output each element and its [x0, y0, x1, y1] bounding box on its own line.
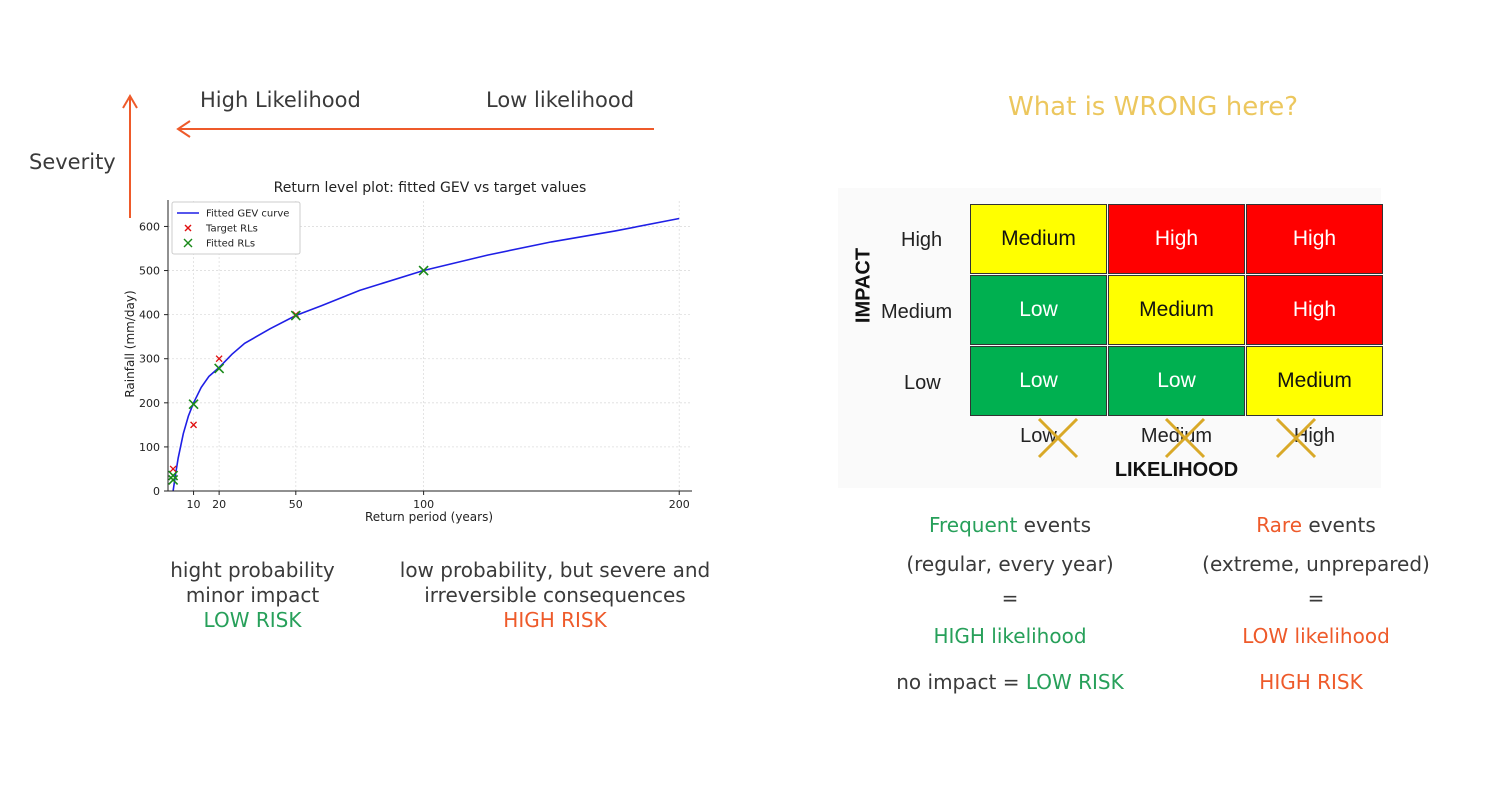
row-label-high: High: [901, 229, 943, 251]
high-risk-caption: low probability, but severe and irrevers…: [380, 558, 730, 633]
legend-label: Fitted GEV curve: [206, 209, 289, 220]
legend-entry: Target RLs: [184, 224, 258, 235]
legend-label: Target RLs: [205, 224, 258, 235]
risk-matrix: IMPACT High Medium Low Medium High High …: [838, 188, 1383, 488]
cross-out-icon: [1164, 417, 1206, 459]
target-rl-point: [169, 465, 177, 473]
row-label-medium: Medium: [881, 301, 953, 323]
low-likelihood-text: LOW likelihood: [1242, 624, 1390, 648]
caption-line: low probability, but severe and: [399, 558, 711, 582]
matrix-cell: Low: [970, 275, 1107, 345]
rare-eq: =: [1307, 586, 1325, 610]
caption-line: irreversible consequences: [424, 583, 686, 607]
cross-out-icon: [1037, 417, 1079, 459]
y-axis-label: Rainfall (mm/day): [123, 290, 137, 397]
rare-rest: events: [1302, 513, 1376, 537]
high-risk-text: HIGH RISK: [1259, 670, 1363, 694]
high-risk-label: HIGH RISK: [503, 608, 607, 632]
matrix-cell: Medium: [970, 204, 1107, 274]
target-rl-point: [215, 355, 223, 363]
x-tick-label: 20: [212, 498, 226, 511]
severity-arrow: [122, 94, 138, 218]
matrix-cell: Medium: [1246, 346, 1383, 416]
legend-label: Fitted RLs: [206, 239, 255, 250]
matrix-cell: High: [1246, 204, 1383, 274]
high-likelihood-text: HIGH likelihood: [933, 624, 1087, 648]
matrix-cell: Low: [1108, 346, 1245, 416]
y-tick-label: 0: [153, 485, 160, 498]
col-label-low: Low: [1020, 425, 1057, 447]
fitted-rl-point: [214, 363, 225, 374]
matrix-cell: Low: [970, 346, 1107, 416]
frequent-rest: events: [1017, 513, 1092, 537]
fitted-rl-point: [188, 399, 199, 410]
low-risk-caption: hight probability minor impact LOW RISK: [140, 558, 365, 633]
question-title: What is WRONG here?: [1008, 92, 1299, 122]
severity-label: Severity: [29, 150, 116, 174]
rare-word: Rare: [1256, 513, 1303, 537]
matrix-cell: Medium: [1108, 275, 1245, 345]
frequent-word: Frequent: [928, 513, 1018, 537]
caption-line: hight probability: [170, 558, 335, 582]
frequent-events-column: Frequent events (regular, every year) = …: [880, 512, 1140, 695]
target-rl-point: [190, 421, 198, 429]
return-level-chart: Return level plot: fitted GEV vs target …: [123, 180, 692, 524]
x-tick-label: 10: [187, 498, 201, 511]
y-tick-label: 500: [139, 265, 160, 278]
low-risk-text: LOW RISK: [1025, 670, 1124, 694]
y-tick-label: 400: [139, 309, 160, 322]
y-tick-label: 200: [139, 397, 160, 410]
chart-title: Return level plot: fitted GEV vs target …: [274, 180, 587, 196]
frequent-impact: no impact = LOW RISK: [880, 669, 1140, 695]
x-tick-label: 200: [669, 498, 690, 511]
likelihood-axis-label: LIKELIHOOD: [1114, 459, 1239, 481]
y-tick-label: 100: [139, 441, 160, 454]
x-tick-label: 100: [413, 498, 434, 511]
legend-entry: Fitted GEV curve: [177, 209, 289, 220]
caption-line: minor impact: [185, 583, 320, 607]
frequent-heading: Frequent events: [880, 512, 1140, 538]
low-likelihood-label: Low likelihood: [486, 88, 635, 112]
likelihood-arrow: [176, 120, 654, 138]
chart-series: [168, 217, 680, 492]
matrix-cell: High: [1108, 204, 1245, 274]
high-likelihood-label: High Likelihood: [200, 88, 361, 112]
fitted-rl-point: [290, 310, 301, 321]
frequent-eq: =: [1001, 586, 1019, 610]
x-tick-label: 50: [289, 498, 303, 511]
y-tick-label: 600: [139, 220, 160, 233]
rare-sub: (extreme, unprepared): [1202, 552, 1430, 576]
y-tick-label: 300: [139, 353, 160, 366]
chart-legend: Fitted GEV curve Target RLs Fitted RLs: [171, 201, 301, 255]
frequent-sub: (regular, every year): [906, 552, 1114, 576]
fitted-rl-point: [168, 470, 179, 481]
y-axis-ticks: 0 100 200 300 400 500 600: [139, 220, 168, 498]
gev-curve-line: [172, 217, 680, 492]
impact-axis-label: IMPACT: [852, 247, 875, 324]
fitted-rl-point: [418, 265, 429, 276]
x-axis-label: Return period (years): [365, 510, 493, 524]
fitted-rl-point: [168, 474, 179, 486]
impact-prefix: no impact =: [896, 670, 1026, 694]
row-label-low: Low: [904, 372, 941, 394]
x-axis-ticks: 10 20 50 100 200: [187, 491, 690, 511]
legend-entry: Fitted RLs: [183, 239, 255, 250]
rare-events-column: Rare events (extreme, unprepared) = LOW …: [1186, 512, 1446, 695]
rare-heading: Rare events: [1186, 512, 1446, 538]
cross-out-icon: [1275, 417, 1317, 459]
low-risk-label: LOW RISK: [203, 608, 302, 632]
matrix-cell: High: [1246, 275, 1383, 345]
